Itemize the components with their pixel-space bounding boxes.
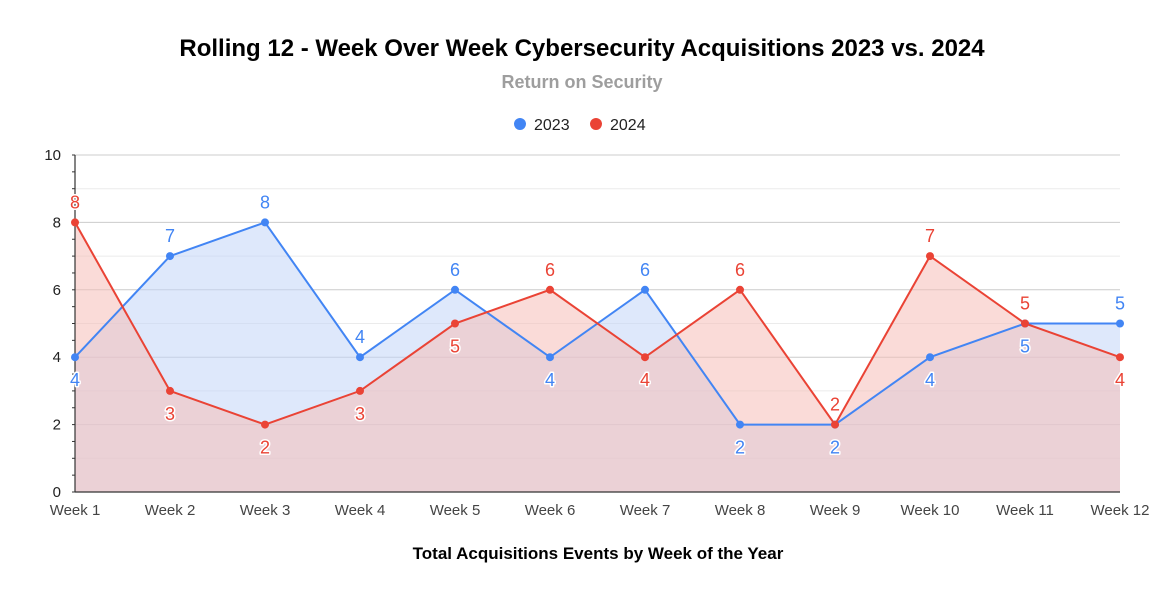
x-tick-label: Week 7 bbox=[620, 502, 671, 519]
point-2024-9 bbox=[831, 420, 839, 429]
x-axis-ticks: Week 1 Week 2 Week 3 Week 4 Week 5 Week 6 Week… bbox=[50, 502, 1150, 519]
x-tick-label: Week 5 bbox=[430, 502, 481, 519]
data-label-2023-12: 5 bbox=[1115, 294, 1125, 314]
chart-title: Rolling 12 - Week Over Week Cybersecurit… bbox=[179, 35, 985, 62]
x-tick-label: Week 2 bbox=[145, 502, 196, 519]
data-label-2023-11: 5 bbox=[1020, 337, 1030, 357]
x-tick-label: Week 3 bbox=[240, 502, 291, 519]
point-2023-1 bbox=[71, 353, 79, 362]
data-labels: 4 7 8 4 6 4 6 2 2 4 5 5 8 3 2 3 5 6 4 6 2 7 5 4 bbox=[68, 191, 1126, 459]
point-2023-6 bbox=[546, 353, 554, 362]
data-label-2024-12: 4 bbox=[1115, 370, 1125, 390]
data-label-2024-4: 3 bbox=[355, 404, 365, 424]
point-2023-4 bbox=[356, 353, 364, 362]
data-label-2023-5: 6 bbox=[450, 260, 460, 280]
legend-marker-2023 bbox=[514, 118, 526, 130]
point-2024-10 bbox=[926, 252, 934, 261]
y-axis-ticks: 0 2 4 6 8 10 bbox=[44, 147, 61, 501]
point-2024-6 bbox=[546, 285, 554, 294]
point-2023-5 bbox=[451, 285, 459, 294]
area-2024 bbox=[75, 222, 1120, 492]
y-tick-label: 10 bbox=[44, 147, 61, 164]
point-2024-4 bbox=[356, 386, 364, 395]
line-2024 bbox=[74, 221, 1121, 427]
point-2024-3 bbox=[261, 420, 269, 429]
point-2024-7 bbox=[641, 353, 649, 362]
data-label-2024-11: 5 bbox=[1020, 294, 1030, 314]
x-tick-label: Week 9 bbox=[810, 502, 861, 519]
x-tick-label: Week 4 bbox=[335, 502, 386, 519]
x-tick-label: Week 6 bbox=[525, 502, 576, 519]
point-2024-12 bbox=[1116, 353, 1124, 362]
series-areas bbox=[75, 222, 1120, 492]
axes bbox=[72, 154, 1120, 493]
y-tick-label: 2 bbox=[53, 417, 61, 434]
y-tick-label: 0 bbox=[53, 484, 61, 501]
data-label-2024-3: 2 bbox=[260, 438, 270, 458]
data-label-2024-2: 3 bbox=[165, 404, 175, 424]
x-axis-title: Total Acquisitions Events by Week of the… bbox=[413, 544, 784, 563]
data-label-2023-7: 6 bbox=[640, 260, 650, 280]
data-label-2024-5: 5 bbox=[450, 337, 460, 357]
point-2023-3 bbox=[261, 218, 269, 227]
x-tick-label: Week 12 bbox=[1091, 502, 1150, 519]
data-label-2024-10: 7 bbox=[925, 226, 935, 246]
point-2023-12 bbox=[1116, 319, 1124, 328]
data-label-2023-6: 4 bbox=[545, 370, 555, 390]
data-label-2023-4: 4 bbox=[355, 327, 365, 347]
data-label-2023-1: 4 bbox=[70, 370, 80, 390]
series-points bbox=[71, 218, 1124, 429]
data-label-2024-7: 4 bbox=[640, 370, 650, 390]
data-label-2024-6: 6 bbox=[545, 260, 555, 280]
y-tick-label: 4 bbox=[53, 349, 61, 366]
legend-label-2024: 2024 bbox=[610, 117, 646, 134]
point-2024-5 bbox=[451, 319, 459, 328]
point-2023-2 bbox=[166, 252, 174, 261]
x-tick-label: Week 8 bbox=[715, 502, 766, 519]
data-label-2023-2: 7 bbox=[165, 226, 175, 246]
legend: 2023 2024 bbox=[514, 117, 646, 134]
legend-marker-2024 bbox=[590, 118, 602, 130]
legend-label-2023: 2023 bbox=[534, 117, 570, 134]
point-2023-10 bbox=[926, 353, 934, 362]
data-label-2023-10: 4 bbox=[925, 370, 935, 390]
x-tick-label: Week 11 bbox=[996, 502, 1054, 519]
data-label-2023-3: 8 bbox=[260, 192, 270, 212]
data-label-2023-8: 2 bbox=[735, 438, 745, 458]
data-label-2024-9: 2 bbox=[830, 395, 840, 415]
data-label-2023-9: 2 bbox=[830, 438, 840, 458]
y-tick-label: 6 bbox=[53, 282, 61, 299]
point-2023-7 bbox=[641, 285, 649, 294]
x-tick-label: Week 10 bbox=[901, 502, 960, 519]
series-lines bbox=[74, 221, 1121, 427]
data-label-2024-8: 6 bbox=[735, 260, 745, 280]
point-2024-2 bbox=[166, 386, 174, 395]
chart-subtitle: Return on Security bbox=[501, 72, 662, 92]
data-label-2024-1: 8 bbox=[70, 192, 80, 212]
point-2024-1 bbox=[71, 218, 79, 227]
x-tick-label: Week 1 bbox=[50, 502, 101, 519]
point-2024-8 bbox=[736, 285, 744, 294]
point-2023-8 bbox=[736, 420, 744, 429]
point-2024-11 bbox=[1021, 319, 1029, 328]
y-tick-label: 8 bbox=[53, 214, 61, 231]
